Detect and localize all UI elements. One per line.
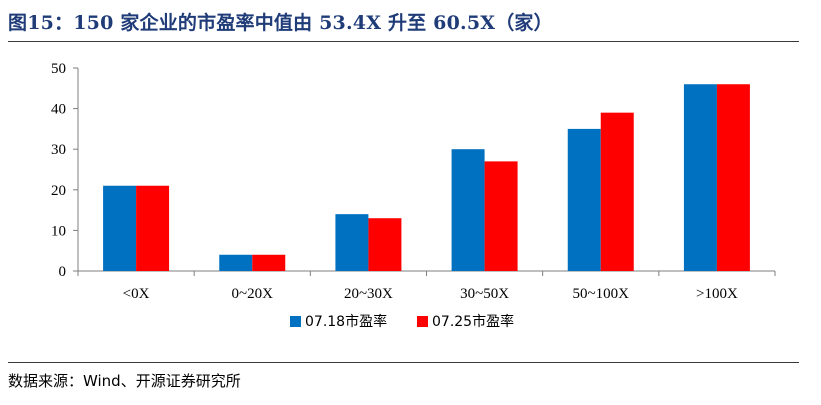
bar-series-b (368, 218, 402, 271)
y-tick-label: 30 (51, 142, 66, 158)
legend-swatch-series-b (417, 316, 428, 327)
bar-series-b (136, 185, 170, 271)
bar-series-a (567, 128, 601, 271)
bar-series-a (335, 214, 369, 271)
title-divider (8, 41, 799, 42)
y-tick-label: 10 (51, 223, 66, 239)
x-tick-label: 20~30X (344, 286, 393, 302)
x-tick-label: 50~100X (573, 286, 630, 302)
legend-label: 07.25市盈率 (432, 313, 514, 330)
bar-chart: 0 10 20 30 40 50 <0X 0~20X 20~30X 30~50X 50~100X >1… (51, 61, 776, 330)
bar-series-b (484, 161, 518, 271)
bar-series-a (103, 185, 137, 271)
bar-series-b (716, 84, 750, 272)
x-tick-label: 30~50X (460, 286, 509, 302)
bar-series-a (451, 149, 485, 271)
y-tick-label: 40 (51, 102, 66, 118)
x-tick-label: <0X (123, 286, 150, 302)
x-tick-label: 0~20X (232, 286, 274, 302)
legend-swatch-series-a (290, 316, 301, 327)
y-tick-label: 20 (51, 183, 66, 199)
footer-divider (8, 362, 799, 363)
x-tick-label: >100X (696, 286, 738, 302)
figure-title: 图15：150 家企业的市盈率中值由 53.4X 升至 60.5X（家） (8, 12, 553, 34)
y-tick-label: 50 (51, 61, 66, 77)
bar-series-b (600, 112, 634, 271)
source-note: 数据来源：Wind、开源证券研究所 (8, 372, 241, 390)
bar-series-b (252, 254, 286, 271)
y-tick-label: 0 (59, 264, 67, 280)
legend-label: 07.18市盈率 (305, 313, 387, 330)
bar-series-a (683, 84, 717, 272)
bar-series-a (219, 254, 253, 271)
